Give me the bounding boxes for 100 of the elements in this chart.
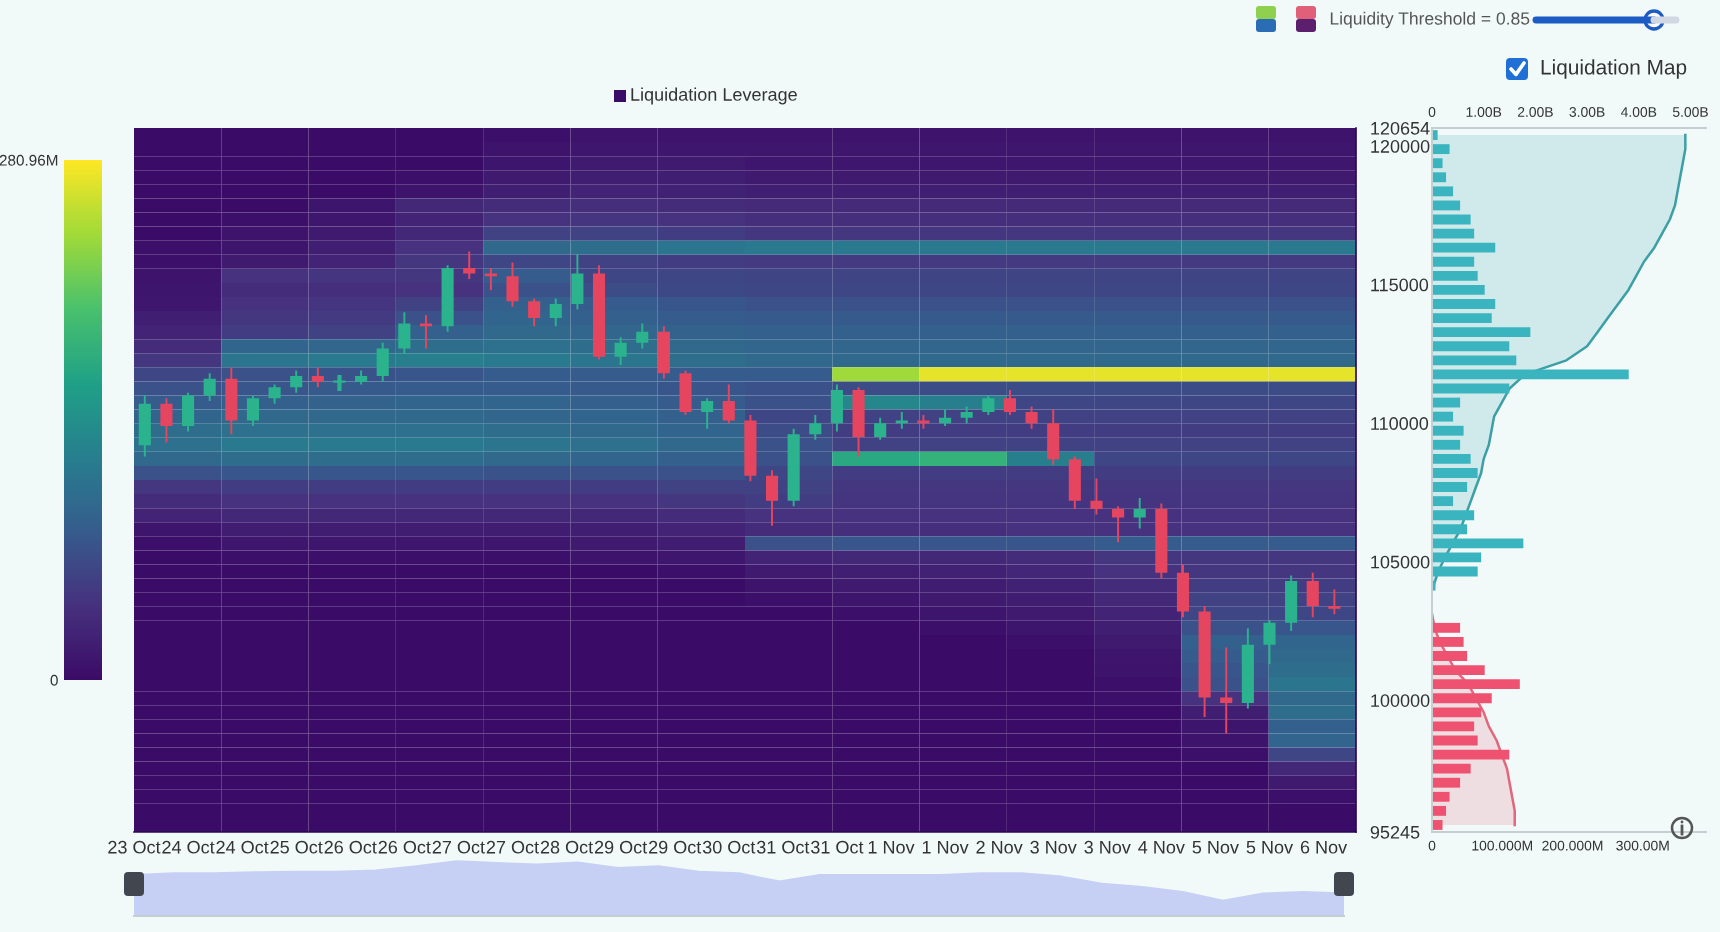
x-tick-label: 1 Nov [922,841,969,854]
x-tick-label: 26 Oct [378,840,431,854]
candlestick [1025,406,1038,429]
candlestick [592,265,606,360]
bar [1432,482,1468,492]
bar [1432,383,1510,394]
bar [1432,453,1471,464]
candlestick [1241,628,1254,709]
bar [1432,468,1478,478]
candlestick [830,384,843,432]
bar [1432,327,1531,338]
bar [1432,791,1450,802]
candlestick [917,414,930,429]
bar [1432,186,1454,197]
bar [1432,313,1492,324]
candlestick [852,387,865,457]
bar [1432,242,1496,253]
x-tick-label: 25 Oct [270,840,323,854]
candlestick [657,326,670,379]
x-tick-label: 23 Oct [108,840,161,854]
bar [1432,805,1447,816]
candlestick [160,398,173,443]
candlestick [1047,409,1060,465]
bar [1432,214,1471,225]
candlestick [528,298,541,327]
y-tick-label: 110000 [1371,417,1429,430]
bar [1432,256,1475,267]
candlestick [636,323,649,349]
x-tick-label: 3 Nov [1084,840,1131,854]
candlestick [571,254,584,310]
bar [1432,763,1471,774]
y-tick-label: 95245 [1370,825,1420,839]
candlestick [701,398,714,429]
candlestick [484,268,497,291]
candlestick [376,342,389,382]
candlestick [874,417,887,440]
y-tick-label: 120000 [1371,140,1430,153]
y-tick-label: 100000 [1371,694,1430,707]
x-tick-label: 24 Oct [162,840,215,854]
candlestick [332,374,347,392]
candlestick [1003,389,1016,415]
candlestick [1285,575,1298,631]
bar [1432,693,1492,704]
x-tick-label: 3 Nov [1030,840,1077,854]
x-tick-label: 27 Oct [486,840,539,854]
bar [1432,270,1478,281]
y-tick-label: 115000 [1371,278,1429,292]
candlestick [679,370,692,415]
candlestick [225,367,238,435]
candlestick [787,428,800,507]
bar [1432,622,1461,633]
candlestick [463,251,476,280]
bar [1432,665,1485,676]
bar [1432,777,1461,788]
bar [1432,820,1443,830]
candlestick [268,384,281,404]
x-tick-label: 29 Oct [594,840,648,854]
bar [1432,439,1461,450]
candlestick [1328,589,1341,615]
candlestick [311,367,324,388]
text: Liquidation Leverage [631,87,797,105]
candlestick [398,312,411,354]
bar [1432,411,1454,422]
x-tick-label: 6 Nov [1300,840,1348,854]
bar [1432,284,1485,295]
bar [1432,299,1496,309]
y-tick-label: 120654 [1371,121,1430,135]
candlestick [982,395,995,415]
candlestick [419,315,433,349]
text: Liquidation Map [1541,59,1687,79]
bar [1432,679,1520,690]
candlestick [1198,606,1211,717]
bar [1432,749,1510,760]
bar [1432,341,1510,352]
bar [1432,355,1517,366]
candlestick [1220,647,1233,734]
x-tick-label: 1 Nov [868,841,915,854]
bar [1432,369,1629,380]
candlestick [939,409,952,426]
bar [1432,425,1464,436]
candlestick [722,384,735,424]
candlestick [1306,572,1319,618]
candlestick [441,265,454,332]
candlestick [960,406,973,424]
candlestick [182,392,195,432]
candlestick [1263,619,1276,665]
candlestick [1155,503,1168,579]
x-tick-label: 28 Oct [540,840,594,854]
bar [1432,735,1478,746]
x-tick-label: 30 Oct [702,840,756,854]
x-tick-label: 27 Oct [432,840,485,854]
candlestick [1090,478,1103,515]
candlestick [1133,498,1146,529]
candlestick [895,412,908,429]
x-tick-label: 4 Nov [1138,841,1185,854]
text: Liquidity Threshold = 0.85 [1330,11,1530,29]
x-tick-label: 2 Nov [976,840,1023,854]
bar [1432,566,1478,577]
bar [1432,538,1524,549]
x-tick-label: 5 Nov [1246,841,1294,854]
